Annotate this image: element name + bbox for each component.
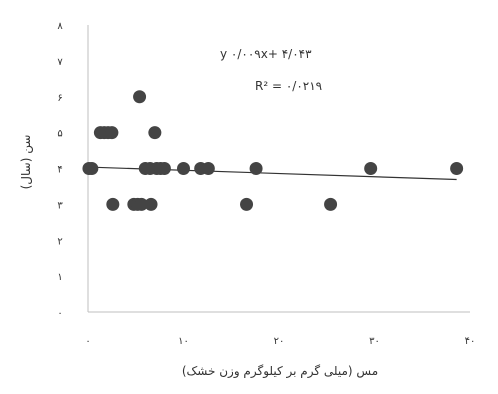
y-tick-label: ۳ (57, 200, 63, 211)
data-point (105, 126, 119, 140)
y-tick-label: ۰ (57, 308, 62, 319)
data-point (133, 90, 147, 104)
data-point (85, 162, 99, 175)
data-point (249, 162, 263, 175)
x-tick-label: ۴۰ (465, 336, 476, 347)
y-tick-label: ۴ (57, 165, 62, 176)
y-tick-label: ۱ (57, 272, 62, 283)
x-tick-label: ۱۰ (178, 336, 189, 347)
data-point (450, 162, 464, 175)
y-axis-title: سن (سال) (19, 135, 34, 190)
data-point (134, 197, 148, 211)
trendline-equation: y ۰/۰۰۹x+ ۴/۰۴۳ (220, 47, 312, 61)
data-point (148, 126, 162, 140)
data-point (144, 197, 158, 211)
labels: y ۰/۰۰۹x+ ۴/۰۴۳ R² = ۰/۰۲۱۹ مس (میلی گرم… (19, 47, 378, 379)
data-points (82, 90, 464, 211)
x-tick-label: ۰ (85, 336, 90, 347)
data-point (240, 197, 254, 211)
data-point (177, 162, 190, 175)
data-point (324, 197, 338, 211)
data-point (106, 197, 120, 211)
y-tick-label: ۸ (57, 21, 63, 32)
x-axis-title: مس (میلی گرم بر کیلوگرم وزن خشک) (182, 364, 378, 379)
data-point (157, 162, 171, 175)
data-point (364, 162, 378, 175)
y-tick-label: ۷ (57, 57, 63, 68)
data-point (201, 162, 215, 175)
x-tick-label: ۳۰ (369, 336, 380, 347)
y-tick-label: ۶ (57, 93, 62, 104)
x-tick-label: ۲۰ (274, 336, 285, 347)
y-tick-label: ۲ (57, 236, 62, 247)
y-tick-label: ۵ (57, 129, 62, 140)
r-squared-label: R² = ۰/۰۲۱۹ (255, 79, 322, 93)
tick-labels: ۰ ۱ ۲ ۳ ۴ ۵ ۶ ۷ ۸ ۰ ۱۰ ۲۰ ۳۰ ۴۰ (57, 21, 475, 347)
